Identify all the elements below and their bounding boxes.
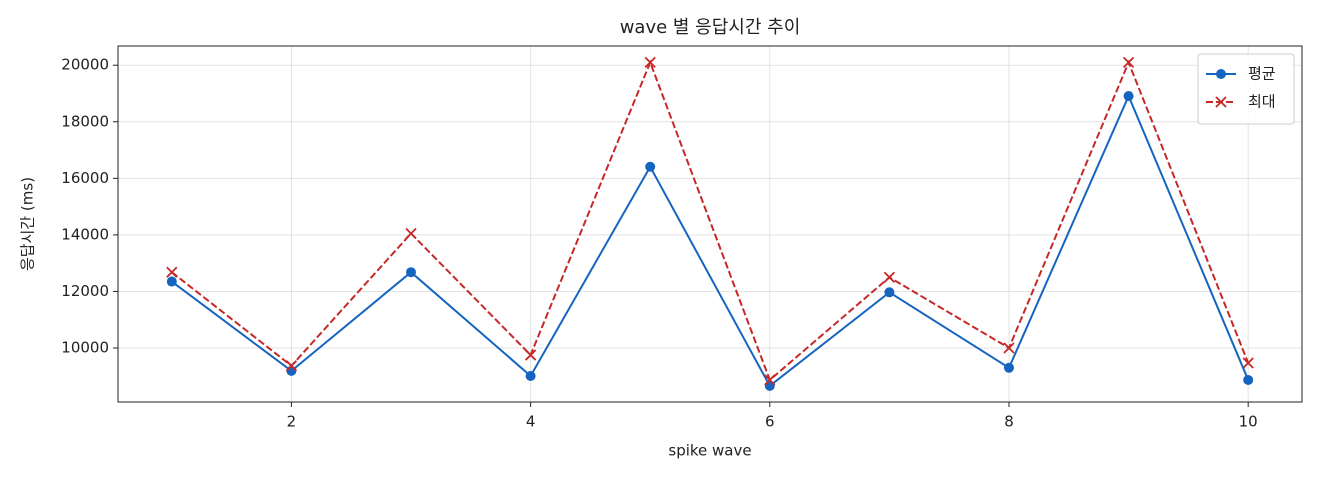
point xyxy=(405,227,417,240)
x-tick-label: 8 xyxy=(1004,413,1014,431)
point xyxy=(286,365,297,376)
point xyxy=(884,287,895,298)
y-tick-label: 10000 xyxy=(61,338,109,356)
point xyxy=(645,161,656,172)
y-tick-label: 12000 xyxy=(61,282,109,300)
y-tick-label: 18000 xyxy=(61,112,109,130)
legend-box xyxy=(1197,53,1295,125)
legend-label: 최대 xyxy=(1248,93,1276,111)
y-tick-label: 14000 xyxy=(61,225,109,243)
chart-title: wave 별 응답시간 추이 xyxy=(620,17,801,38)
point xyxy=(285,360,298,372)
point xyxy=(883,271,896,283)
y-axis-label: 응답시간 (ms) xyxy=(19,177,37,271)
point xyxy=(406,267,417,278)
point xyxy=(166,276,177,287)
point xyxy=(1122,56,1135,69)
point xyxy=(764,374,776,386)
x-tick-label: 6 xyxy=(765,413,775,431)
point xyxy=(644,56,656,69)
series-line xyxy=(171,93,1250,388)
x-tick-label: 4 xyxy=(526,413,536,431)
point xyxy=(1242,357,1254,369)
y-tick-label: 20000 xyxy=(61,56,109,74)
point xyxy=(166,266,178,278)
legend-label: 평균 xyxy=(1248,65,1276,83)
plot-frame xyxy=(117,45,1303,403)
x-tick-label: 2 xyxy=(287,413,297,431)
point xyxy=(1003,362,1014,373)
series-line xyxy=(171,59,1250,382)
y-tick-label: 16000 xyxy=(61,169,109,187)
point xyxy=(1003,342,1015,354)
point xyxy=(1243,374,1254,385)
x-axis-label: spike wave xyxy=(668,442,751,460)
point xyxy=(1123,91,1134,102)
legend-marker xyxy=(1216,69,1226,79)
x-tick-label: 10 xyxy=(1239,413,1258,431)
point xyxy=(525,370,536,381)
point xyxy=(524,349,537,361)
legend-marker xyxy=(1215,96,1227,108)
